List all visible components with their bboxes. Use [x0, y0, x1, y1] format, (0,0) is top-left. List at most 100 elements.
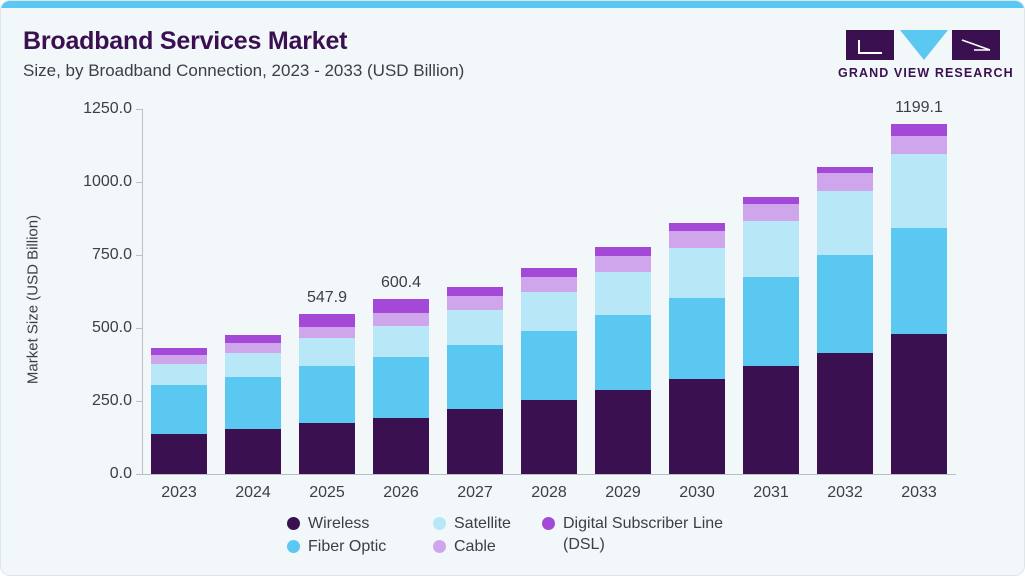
- y-tick-label: 250.0: [91, 392, 132, 409]
- bar-group[interactable]: [225, 109, 281, 474]
- y-tick-mark: [136, 255, 142, 256]
- y-axis-line: [142, 109, 143, 474]
- y-tick-label: 500.0: [91, 319, 132, 336]
- legend-color-swatch: [287, 540, 300, 553]
- legend-item[interactable]: Digital Subscriber Line (DSL): [542, 513, 757, 555]
- bar-segment[interactable]: [521, 277, 577, 293]
- bar-group[interactable]: [373, 109, 429, 474]
- bar-segment[interactable]: [373, 325, 429, 357]
- bar-segment[interactable]: [151, 433, 207, 474]
- y-tick-mark: [136, 109, 142, 110]
- bar-group[interactable]: [669, 109, 725, 474]
- bar-segment[interactable]: [521, 399, 577, 474]
- bar-segment[interactable]: [447, 287, 503, 297]
- legend-color-swatch: [433, 517, 446, 530]
- bar-segment[interactable]: [521, 292, 577, 332]
- chart-legend: Wireless Fiber Optic Satellite Cable Digital…: [287, 513, 757, 569]
- bar-group[interactable]: [299, 109, 355, 474]
- y-tick-mark: [136, 401, 142, 402]
- bar-segment[interactable]: [817, 172, 873, 191]
- legend-color-swatch: [542, 517, 555, 530]
- y-tick-label: 750.0: [91, 246, 132, 263]
- bar-segment[interactable]: [743, 366, 799, 474]
- down-triangle-icon: [900, 30, 948, 60]
- bar-segment[interactable]: [299, 326, 355, 339]
- brand-logo: GRAND VIEW RESEARCH: [838, 28, 1013, 86]
- bar-segment[interactable]: [447, 344, 503, 409]
- bar-group[interactable]: [521, 109, 577, 474]
- legend-item[interactable]: Fiber Optic: [287, 536, 386, 557]
- bar-segment[interactable]: [225, 377, 281, 430]
- bar-segment[interactable]: [669, 223, 725, 232]
- bar-segment[interactable]: [447, 296, 503, 311]
- bar-segment[interactable]: [447, 408, 503, 474]
- y-tick-mark: [136, 328, 142, 329]
- bar-segment[interactable]: [595, 271, 651, 315]
- bar-segment[interactable]: [225, 353, 281, 378]
- bar-segment[interactable]: [817, 190, 873, 256]
- bar-segment[interactable]: [373, 298, 429, 314]
- y-tick-mark: [136, 182, 142, 183]
- bar-segment[interactable]: [743, 221, 799, 278]
- bar-segment[interactable]: [743, 277, 799, 367]
- bar-segment[interactable]: [743, 203, 799, 222]
- x-tick-label: 2030: [679, 484, 715, 501]
- bar-segment[interactable]: [521, 267, 577, 278]
- bar-group[interactable]: [447, 109, 503, 474]
- bar-segment[interactable]: [595, 390, 651, 474]
- bar-segment[interactable]: [299, 314, 355, 327]
- bar-segment[interactable]: [817, 352, 873, 474]
- bar-segment[interactable]: [225, 335, 281, 344]
- bar-segment[interactable]: [373, 356, 429, 418]
- bar-group[interactable]: [891, 109, 947, 474]
- bar-segment[interactable]: [225, 429, 281, 474]
- bar-group[interactable]: [595, 109, 651, 474]
- bar-group[interactable]: [817, 109, 873, 474]
- bar-segment[interactable]: [891, 123, 947, 136]
- bar-segment[interactable]: [151, 384, 207, 434]
- legend-label: Cable: [454, 538, 496, 555]
- bar-value-label: 547.9: [306, 289, 348, 306]
- bar-segment[interactable]: [373, 313, 429, 326]
- bar-segment[interactable]: [669, 247, 725, 298]
- bar-segment[interactable]: [817, 167, 873, 173]
- bar-segment[interactable]: [595, 255, 651, 272]
- logo-marks: [838, 28, 1008, 62]
- diagonal-slash-icon: [952, 30, 1000, 60]
- legend-item[interactable]: Wireless: [287, 513, 369, 534]
- legend-item[interactable]: Satellite: [433, 513, 511, 534]
- bar-segment[interactable]: [299, 422, 355, 474]
- legend-label: Wireless: [308, 515, 370, 532]
- bar-segment[interactable]: [891, 154, 947, 228]
- bar-segment[interactable]: [299, 365, 355, 423]
- bar-segment[interactable]: [521, 331, 577, 400]
- corner-bracket-icon: [846, 30, 894, 60]
- bar-segment[interactable]: [595, 314, 651, 391]
- x-tick-label: 2024: [235, 484, 271, 501]
- y-tick-label: 1250.0: [83, 100, 132, 117]
- bar-segment[interactable]: [151, 355, 207, 364]
- bar-segment[interactable]: [817, 255, 873, 353]
- y-tick-label: 1000.0: [83, 173, 132, 190]
- bar-segment[interactable]: [669, 297, 725, 380]
- bar-group[interactable]: [151, 109, 207, 474]
- bar-group[interactable]: [743, 109, 799, 474]
- bar-segment[interactable]: [891, 334, 947, 474]
- bar-segment[interactable]: [891, 227, 947, 335]
- bar-segment[interactable]: [669, 231, 725, 248]
- bar-segment[interactable]: [891, 135, 947, 155]
- y-tick-label: 0.0: [109, 465, 132, 482]
- bar-segment[interactable]: [669, 379, 725, 474]
- bar-segment[interactable]: [595, 246, 651, 256]
- bar-segment[interactable]: [151, 348, 207, 356]
- bar-segment[interactable]: [373, 417, 429, 474]
- bar-segment[interactable]: [743, 197, 799, 204]
- bar-segment[interactable]: [299, 338, 355, 366]
- bar-segment[interactable]: [225, 343, 281, 354]
- bar-segment[interactable]: [447, 310, 503, 345]
- legend-color-swatch: [287, 517, 300, 530]
- legend-item[interactable]: Cable: [433, 536, 496, 557]
- x-tick-label: 2033: [901, 484, 937, 501]
- x-tick-label: 2027: [457, 484, 493, 501]
- bar-segment[interactable]: [151, 363, 207, 385]
